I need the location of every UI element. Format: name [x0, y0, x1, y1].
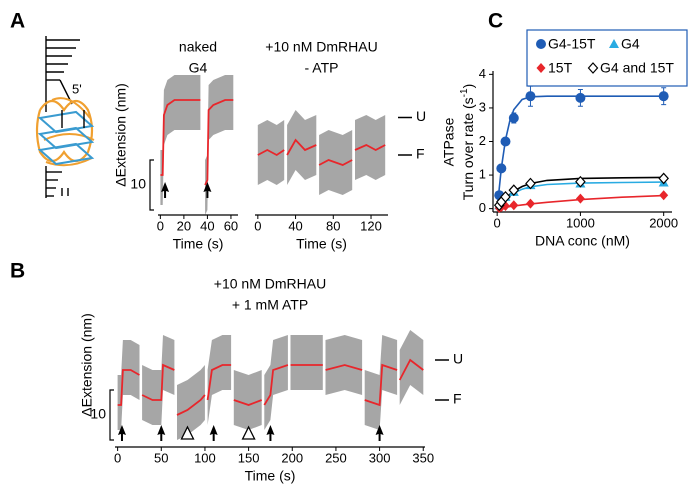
event-arrow [161, 182, 170, 198]
x-axis-label: Time (s) [245, 468, 296, 484]
x-axis-label: Time (s) [173, 236, 224, 252]
data-point [575, 92, 586, 103]
legend-marker [536, 63, 546, 73]
five-prime-label: 5' [72, 81, 82, 96]
panel-subtitle: + 1 mM ATP [232, 297, 308, 313]
panel-title: +10 nM DmRHAU [214, 276, 326, 292]
event-arrow [203, 182, 212, 198]
level-label: U [416, 108, 426, 124]
g4-schematic [35, 36, 95, 198]
x-tick-label: 0 [494, 215, 501, 230]
x-tick-label: 250 [325, 450, 347, 465]
x-tick-label: 0 [157, 218, 164, 233]
trace-line [257, 138, 386, 166]
legend-label: G4 [621, 36, 640, 52]
x-tick-label: 150 [238, 450, 260, 465]
x-tick-label: 120 [360, 218, 382, 233]
y-tick-label: 0 [479, 200, 486, 215]
level-label: F [453, 391, 462, 407]
legend-label: G4-15T [548, 36, 596, 52]
legend-label: 15T [548, 60, 573, 76]
noise-band [160, 75, 234, 215]
legend-marker [536, 39, 546, 49]
data-point [508, 113, 519, 123]
data-point [508, 184, 520, 197]
y-label-close: ) [460, 84, 476, 89]
panel-label: A [10, 10, 25, 33]
data-point [500, 136, 511, 147]
y-axis-label: ΔExtension (nm) [79, 313, 95, 417]
scale-bar [149, 159, 154, 211]
data-point [659, 190, 669, 201]
x-tick-label: 0 [254, 218, 261, 233]
x-tick-label: 20 [177, 218, 191, 233]
legend-marker [587, 62, 599, 74]
event-arrow [266, 425, 275, 441]
event-triangle [241, 425, 256, 440]
scale-bar-label: 10 [130, 176, 146, 192]
panel-title: +10 nM DmRHAU [265, 39, 377, 55]
y-tick-label: 2 [479, 133, 486, 148]
data-point [575, 175, 586, 188]
x-axis-label: DNA conc (nM) [535, 233, 630, 249]
y-axis-label: ATPase [441, 117, 457, 166]
legend-box [526, 29, 688, 87]
trace-line [160, 99, 234, 186]
x-tick-label: 300 [369, 450, 391, 465]
x-tick-label: 80 [326, 218, 340, 233]
legend-marker [609, 39, 619, 48]
x-tick-label: 350 [412, 450, 434, 465]
data-point [525, 177, 536, 190]
scale-bar [109, 389, 114, 441]
noise-band [117, 330, 424, 440]
panel-subtitle: G4 [189, 60, 208, 76]
y-label-text: Turn over rate (s [460, 97, 476, 200]
y-axis-label: ΔExtension (nm) [113, 83, 129, 187]
x-tick-label: 40 [288, 218, 302, 233]
x-tick-label: 50 [154, 450, 168, 465]
event-arrow [209, 425, 218, 441]
y-label-sup: -1 [459, 88, 470, 97]
trace-line [117, 358, 424, 416]
level-label: U [453, 351, 463, 367]
x-tick-label: 1000 [566, 215, 595, 230]
event-arrow [375, 425, 384, 441]
y-axis-label: Turn over rate (s-1) [459, 84, 476, 201]
x-tick-label: 60 [224, 218, 238, 233]
legend-label: G4 and 15T [600, 60, 674, 76]
data-point [525, 198, 535, 209]
data-point [525, 91, 536, 102]
panel-label: C [488, 10, 503, 33]
data-point [658, 172, 669, 185]
panel-label: B [10, 260, 25, 283]
panel-subtitle: - ATP [305, 60, 339, 76]
fit-curve [496, 95, 664, 209]
event-arrow [157, 425, 166, 441]
scale-bar-label: 10 [90, 406, 106, 422]
noise-band [257, 110, 386, 195]
event-triangle [180, 425, 195, 440]
x-tick-label: 2000 [649, 215, 678, 230]
x-tick-label: 100 [194, 450, 216, 465]
data-point [658, 91, 669, 102]
y-tick-label: 3 [479, 99, 486, 114]
data-point [496, 163, 507, 174]
event-arrow [117, 425, 126, 441]
y-tick-label: 4 [479, 66, 486, 81]
data-point [575, 193, 585, 204]
x-tick-label: 200 [281, 450, 303, 465]
data-point [509, 200, 519, 211]
panel-title: naked [179, 39, 217, 55]
x-tick-label: 0 [114, 450, 121, 465]
data-point [500, 190, 511, 203]
x-axis-label: Time (s) [296, 236, 347, 252]
level-label: F [416, 146, 425, 162]
x-tick-label: 40 [200, 218, 214, 233]
y-tick-label: 1 [479, 167, 486, 182]
